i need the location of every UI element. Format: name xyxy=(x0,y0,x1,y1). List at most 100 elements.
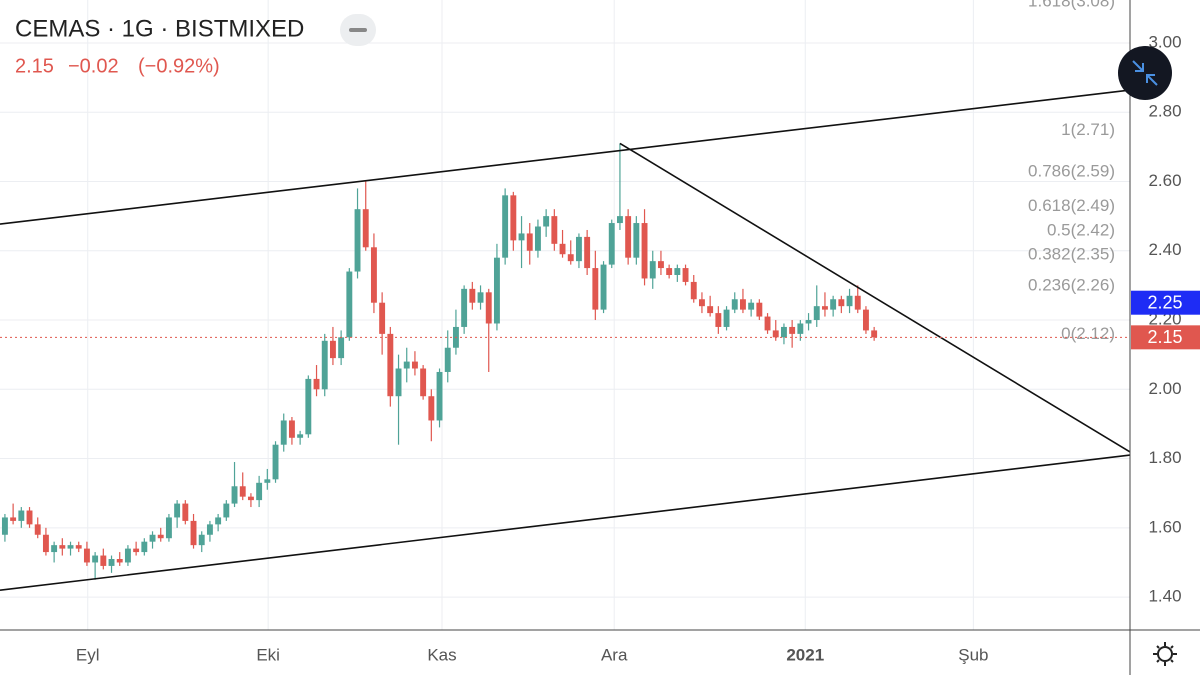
candle xyxy=(862,306,869,334)
candle-body xyxy=(666,268,673,275)
candle-body xyxy=(584,236,591,269)
candle-body xyxy=(182,503,189,521)
candle-body xyxy=(461,288,468,327)
price-tag xyxy=(1131,325,1200,350)
candle-body xyxy=(42,534,49,553)
candle-body xyxy=(165,517,172,539)
candle-body xyxy=(116,558,123,563)
y-tick-label: 1.80 xyxy=(1148,448,1181,467)
settings-button[interactable] xyxy=(1153,642,1177,666)
collapse-icon xyxy=(1132,60,1158,86)
candle-body xyxy=(534,226,541,251)
candle xyxy=(141,538,148,556)
fib-level-label: 0.236(2.26) xyxy=(1028,276,1115,295)
candle xyxy=(871,326,878,341)
y-tick-label: 2.80 xyxy=(1148,102,1181,121)
candle xyxy=(748,299,755,317)
candle-body xyxy=(34,524,41,535)
candle xyxy=(707,295,714,317)
candle-body xyxy=(346,271,353,338)
gear-teeth xyxy=(1153,642,1177,666)
candle xyxy=(387,326,394,407)
candle xyxy=(518,216,525,269)
candle xyxy=(379,292,386,355)
candle-body xyxy=(649,261,656,279)
candle xyxy=(1,513,8,542)
candle xyxy=(18,507,25,528)
candle xyxy=(83,541,90,566)
candle-body xyxy=(362,209,369,248)
candle xyxy=(567,240,574,265)
candle-body xyxy=(174,503,181,518)
candle xyxy=(698,292,705,314)
x-tick-label: 2021 xyxy=(786,645,824,664)
candle xyxy=(551,209,558,251)
candle-body xyxy=(813,306,820,321)
candle xyxy=(338,330,345,366)
y-tick-label: 1.60 xyxy=(1148,517,1181,536)
candle-body xyxy=(198,534,205,546)
candle-body xyxy=(830,299,837,310)
trend-line xyxy=(0,454,1131,591)
candle-body xyxy=(280,420,287,445)
y-tick-label: 2.00 xyxy=(1148,379,1181,398)
candle-body xyxy=(871,330,878,338)
candle xyxy=(608,219,615,269)
candle-body xyxy=(92,555,99,563)
candle-body xyxy=(133,548,140,553)
candle xyxy=(354,188,361,279)
candle xyxy=(34,517,41,539)
candle-body xyxy=(510,195,517,241)
candle xyxy=(362,181,369,251)
candle-body xyxy=(403,361,410,369)
candle-body xyxy=(715,313,722,327)
candle xyxy=(92,552,99,580)
candle xyxy=(403,347,410,383)
candle-body xyxy=(559,243,566,255)
candle xyxy=(789,320,796,348)
candle-body xyxy=(75,545,82,549)
candle-body xyxy=(854,295,861,310)
candle-body xyxy=(436,371,443,421)
collapse-circle xyxy=(1118,46,1172,100)
candle-body xyxy=(223,503,230,518)
candle-body xyxy=(10,517,17,521)
candle-body xyxy=(493,257,500,324)
candle xyxy=(477,285,484,310)
candle xyxy=(805,313,812,331)
chart-title: CEMAS · 1G · BISTMIXED xyxy=(15,15,304,42)
candle-body xyxy=(674,268,681,275)
candle xyxy=(59,538,66,556)
minimize-icon xyxy=(349,28,367,32)
candle xyxy=(42,527,49,556)
candle-body xyxy=(551,216,558,244)
candle xyxy=(411,351,418,376)
y-tick-label: 2.40 xyxy=(1148,240,1181,259)
candle xyxy=(231,462,238,508)
candle-body xyxy=(846,295,853,307)
candle-body xyxy=(641,223,648,279)
candle-body xyxy=(206,524,213,535)
candle xyxy=(502,188,509,265)
candle-body xyxy=(272,444,279,480)
candle xyxy=(321,333,328,397)
candle-body xyxy=(862,309,869,331)
candle-body xyxy=(313,378,320,390)
candle-body xyxy=(387,333,394,397)
x-tick-label: Eyl xyxy=(76,645,100,664)
candle-body xyxy=(600,264,607,310)
candle-body xyxy=(370,247,377,303)
quote-change: −0.02 xyxy=(68,55,119,77)
candle xyxy=(534,219,541,258)
candle-body xyxy=(543,216,550,227)
fib-level-label: 0.786(2.59) xyxy=(1028,161,1115,180)
candle-body xyxy=(321,340,328,390)
candle xyxy=(272,441,279,483)
candle-body xyxy=(780,326,787,338)
candle xyxy=(395,354,402,445)
collapse-button[interactable] xyxy=(1118,46,1172,100)
candle-body xyxy=(379,302,386,334)
candle-body xyxy=(608,223,615,265)
